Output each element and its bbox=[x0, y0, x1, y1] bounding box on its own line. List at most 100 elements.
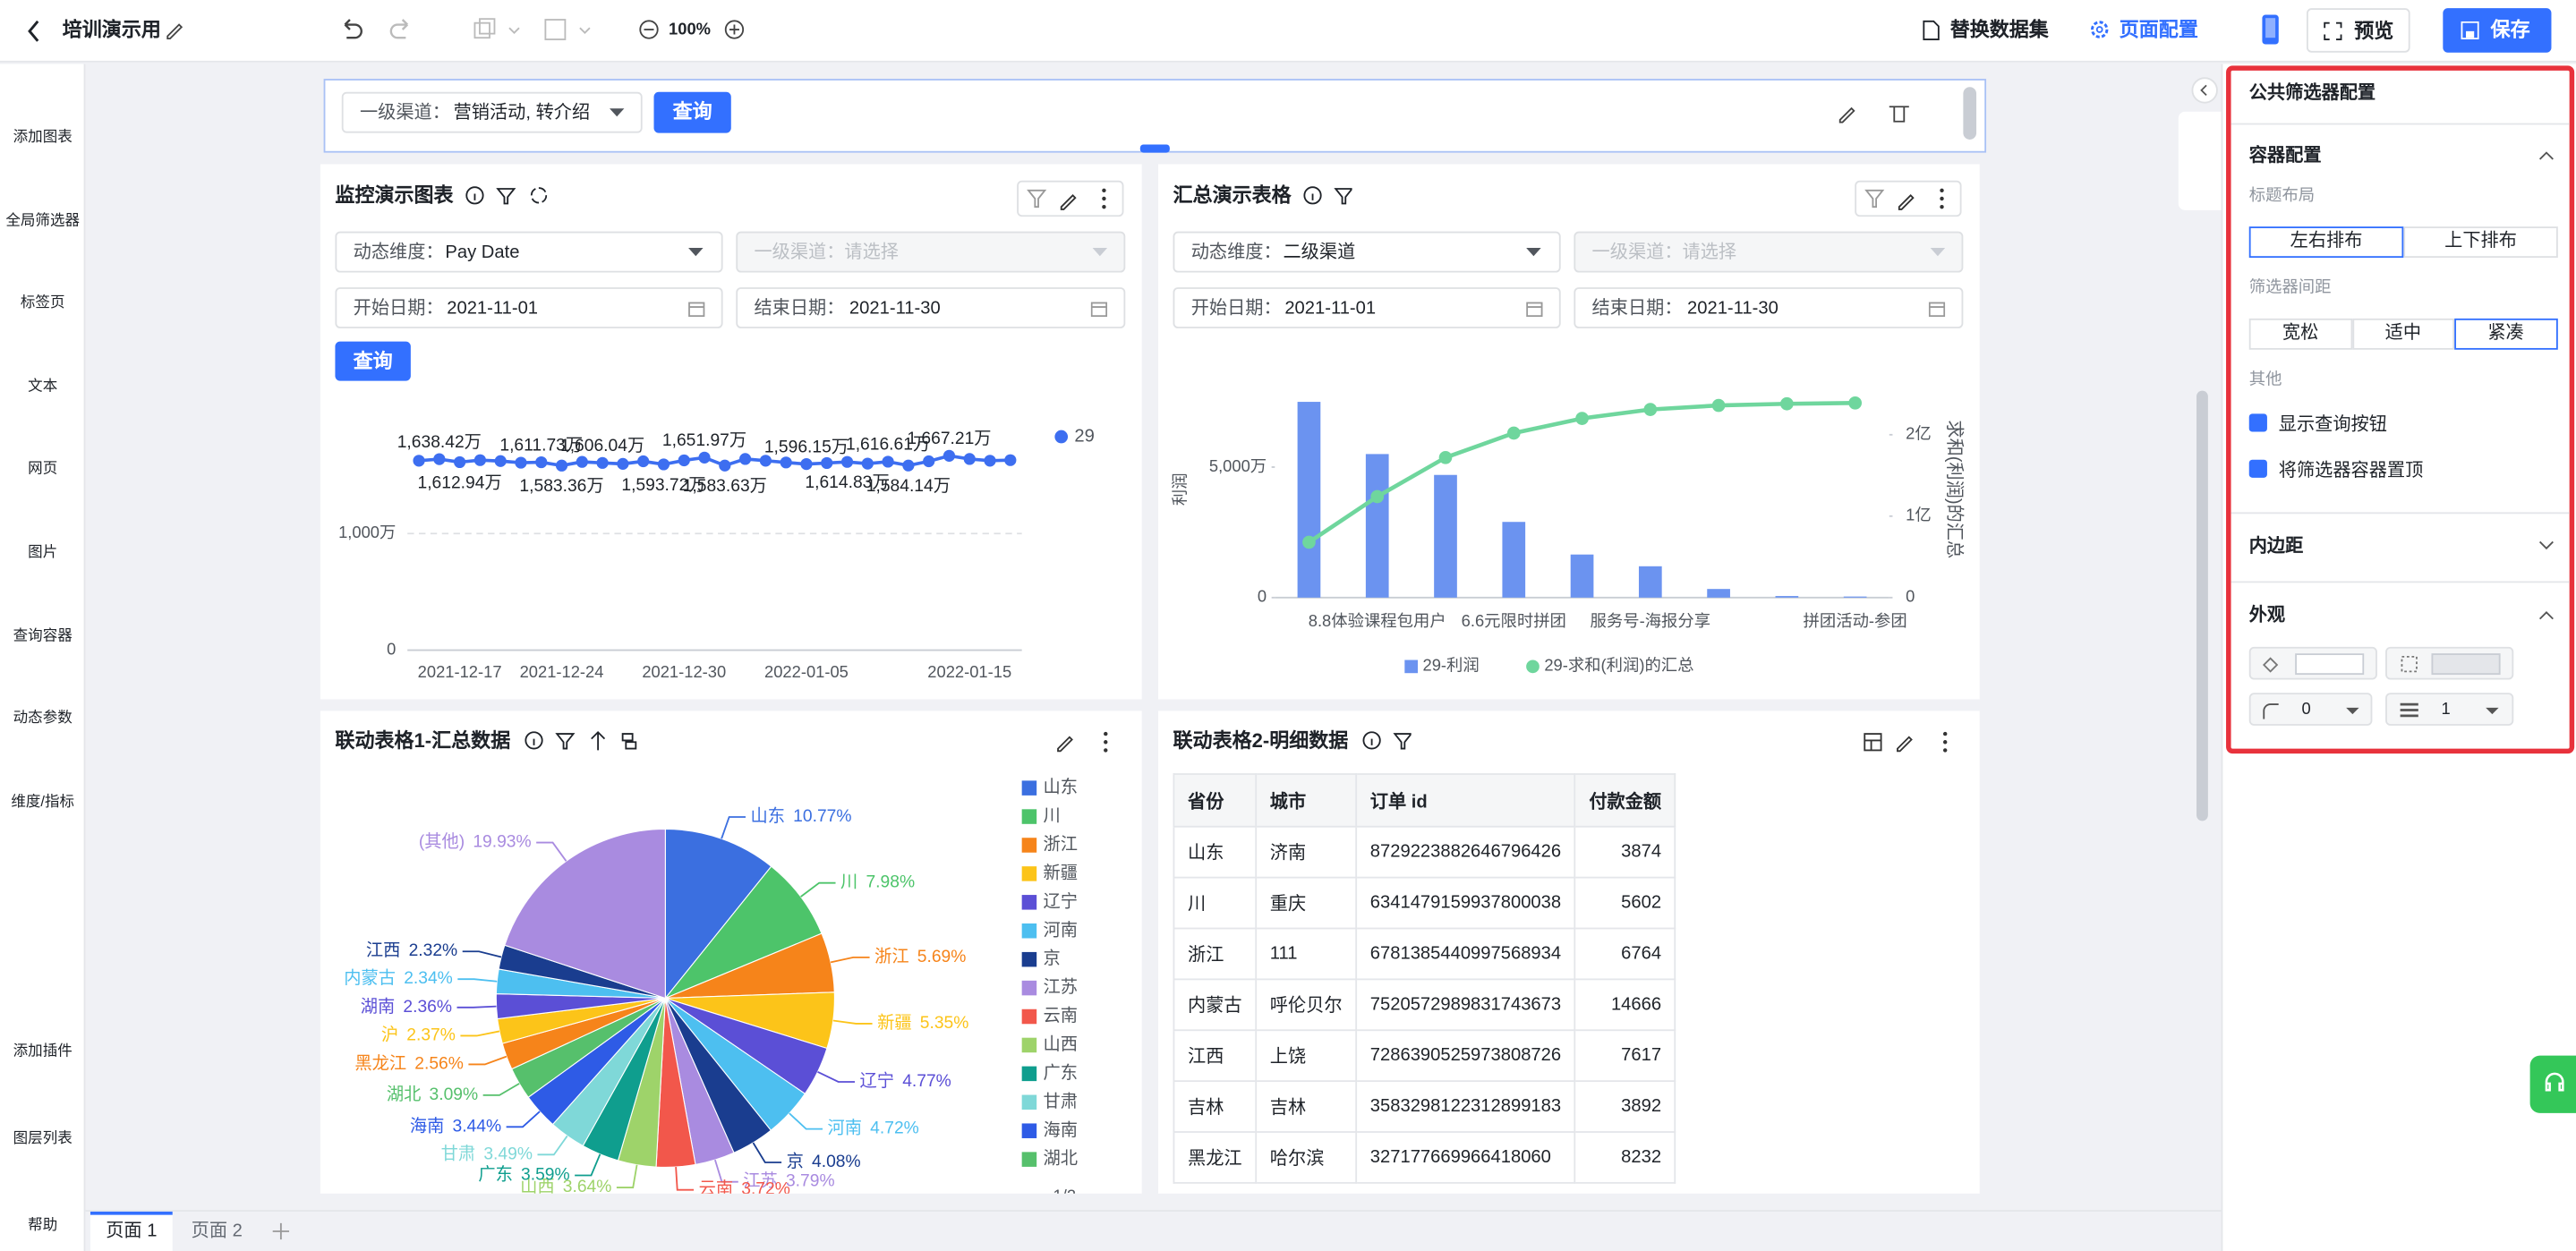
page-tab[interactable]: 页面 2 bbox=[191, 1221, 243, 1241]
save-button[interactable]: 保存 bbox=[2443, 8, 2552, 53]
fill-color[interactable] bbox=[2248, 646, 2377, 680]
segment-option[interactable]: 紧凑 bbox=[2454, 318, 2557, 350]
segment-option[interactable]: 上下排布 bbox=[2403, 226, 2558, 259]
leader-line bbox=[462, 950, 502, 958]
widget-tools[interactable] bbox=[1855, 180, 1962, 217]
collapse-button[interactable] bbox=[2191, 77, 2218, 104]
data-point bbox=[596, 456, 609, 469]
leader-line bbox=[832, 1019, 873, 1025]
collapsed-panel[interactable] bbox=[2178, 111, 2222, 210]
slice-label: 辽宁 4.77% bbox=[860, 1071, 951, 1091]
zoom-in[interactable] bbox=[724, 20, 745, 39]
bar bbox=[1570, 554, 1594, 598]
back-icon[interactable] bbox=[26, 20, 42, 43]
slice-label: 沪 2.37% bbox=[381, 1025, 456, 1045]
legend-marker bbox=[1021, 1037, 1037, 1053]
query-button[interactable]: 查询 bbox=[335, 341, 411, 381]
edit-icon[interactable] bbox=[165, 20, 184, 40]
sidebar-label[interactable]: 图片 bbox=[28, 543, 58, 560]
segment-option[interactable]: 左右排布 bbox=[2248, 226, 2404, 259]
bar bbox=[1843, 596, 1867, 598]
page-tab[interactable]: 页面 1 bbox=[90, 1211, 173, 1251]
page-config[interactable]: 页面配置 bbox=[2119, 18, 2198, 41]
mobile-icon[interactable] bbox=[2261, 13, 2281, 47]
leader-line bbox=[830, 956, 870, 964]
table-cell: 7617 bbox=[1574, 1029, 1676, 1083]
end-date[interactable]: 结束日期： 2021-11-30 bbox=[1574, 287, 1964, 328]
checkbox-label[interactable]: 将筛选器容器置顶 bbox=[2278, 461, 2424, 481]
canvas-scrollbar[interactable] bbox=[2196, 390, 2208, 821]
widget-tools[interactable] bbox=[1862, 729, 1964, 755]
channel-select[interactable]: 一级渠道：请选择 bbox=[1574, 231, 1964, 273]
chevron-up[interactable] bbox=[2538, 609, 2555, 621]
preview-button[interactable]: 预览 bbox=[2306, 8, 2410, 53]
slice-label: 湖南 2.36% bbox=[361, 997, 452, 1017]
end-date[interactable]: 结束日期： 2021-11-30 bbox=[736, 287, 1126, 328]
table-cell: 内蒙古 bbox=[1173, 978, 1258, 1032]
sidebar-label[interactable]: 网页 bbox=[28, 460, 58, 477]
checkbox[interactable] bbox=[2248, 459, 2267, 478]
add-tab[interactable] bbox=[271, 1221, 291, 1241]
table-cell: 8232 bbox=[1574, 1131, 1676, 1184]
segment-option[interactable]: 宽松 bbox=[2248, 318, 2352, 350]
layer-icon[interactable] bbox=[544, 18, 593, 41]
dimension-select[interactable]: 动态维度： 二级渠道 bbox=[1173, 231, 1561, 273]
highlight-frame bbox=[2226, 65, 2575, 754]
border-width-select[interactable]: 1 bbox=[2385, 693, 2514, 726]
preview-icon bbox=[2324, 21, 2342, 40]
sidebar-label[interactable]: 查询容器 bbox=[13, 626, 73, 643]
widget-tools[interactable] bbox=[1048, 729, 1123, 755]
border-color[interactable] bbox=[2385, 646, 2514, 680]
chevron-up[interactable] bbox=[2538, 149, 2555, 161]
sidebar-label[interactable]: 添加图表 bbox=[13, 128, 73, 145]
radius-select[interactable]: 0 bbox=[2248, 693, 2373, 726]
undo-icon[interactable] bbox=[338, 18, 364, 41]
widget-line[interactable]: 监控演示图表 动态维度： Pay Date 一级渠道：请选择 开始日期： 2021-… bbox=[320, 164, 1142, 700]
radius-value: 0 bbox=[2301, 701, 2311, 719]
filter-value: 二级渠道 bbox=[1283, 243, 1356, 263]
slice-name: 浙江 bbox=[874, 947, 909, 966]
channel-select[interactable]: 一级渠道：请选择 bbox=[736, 231, 1126, 273]
copy-icon[interactable] bbox=[473, 18, 523, 41]
checkbox[interactable] bbox=[2248, 413, 2267, 432]
sidebar-label[interactable]: 添加插件 bbox=[13, 1042, 73, 1060]
filter-placeholder: 一级渠道：请选择 bbox=[1591, 243, 1737, 263]
replace-dataset[interactable]: 替换数据集 bbox=[1949, 18, 2049, 41]
sidebar-label[interactable]: 标签页 bbox=[20, 294, 65, 311]
filter-container[interactable]: 一级渠道： 营销活动, 转介绍 查询 bbox=[323, 79, 1987, 153]
slice-value: 2.37% bbox=[406, 1026, 456, 1045]
sidebar-label[interactable]: 帮助 bbox=[28, 1216, 58, 1233]
widget-tools[interactable] bbox=[1017, 180, 1124, 217]
slice-name: 广东 bbox=[478, 1165, 513, 1185]
section-title[interactable]: 内边距 bbox=[2248, 536, 2304, 557]
dimension-select[interactable]: 动态维度： Pay Date bbox=[335, 231, 723, 273]
widget-combo[interactable]: 汇总演示表格 动态维度： 二级渠道 一级渠道：请选择 开始日期： 2021-11-0… bbox=[1157, 164, 1980, 700]
table-cell: 5602 bbox=[1574, 876, 1676, 930]
table-cell: 重庆 bbox=[1255, 876, 1358, 930]
query-button[interactable]: 查询 bbox=[653, 91, 731, 133]
segment-option[interactable]: 适中 bbox=[2351, 318, 2455, 350]
bar bbox=[1775, 596, 1799, 598]
checkbox-label[interactable]: 显示查询按钮 bbox=[2278, 415, 2387, 436]
channel-select[interactable]: 一级渠道： 营销活动, 转介绍 bbox=[341, 91, 643, 133]
sidebar-label[interactable]: 动态参数 bbox=[13, 709, 73, 727]
zoom-out[interactable] bbox=[639, 20, 659, 39]
legend-label: 29 bbox=[1074, 426, 1094, 446]
slice-value: 3.09% bbox=[430, 1085, 479, 1104]
sidebar-label[interactable]: 图层列表 bbox=[13, 1129, 73, 1146]
leader-line bbox=[721, 816, 746, 839]
support-button[interactable] bbox=[2529, 1055, 2576, 1113]
redo-icon[interactable] bbox=[388, 18, 414, 41]
start-date[interactable]: 开始日期： 2021-11-01 bbox=[1173, 287, 1561, 328]
sidebar-label[interactable]: 维度/指标 bbox=[11, 792, 75, 810]
data-label: 1,584.14万 bbox=[866, 477, 951, 496]
start-date[interactable]: 开始日期： 2021-11-01 bbox=[335, 287, 723, 328]
sidebar-label[interactable]: 全局筛选器 bbox=[5, 210, 81, 228]
filter-tools[interactable] bbox=[1837, 102, 1935, 123]
widget-table[interactable]: 联动表格2-明细数据 省份 城市 订单 id 付款金额 山东 济南 872922388264… bbox=[1157, 711, 1980, 1194]
chevron-down[interactable] bbox=[2538, 540, 2555, 552]
resize-handle[interactable] bbox=[1139, 144, 1170, 153]
sidebar-label[interactable]: 文本 bbox=[28, 377, 58, 394]
data-point bbox=[902, 459, 915, 472]
data-point bbox=[840, 455, 854, 468]
